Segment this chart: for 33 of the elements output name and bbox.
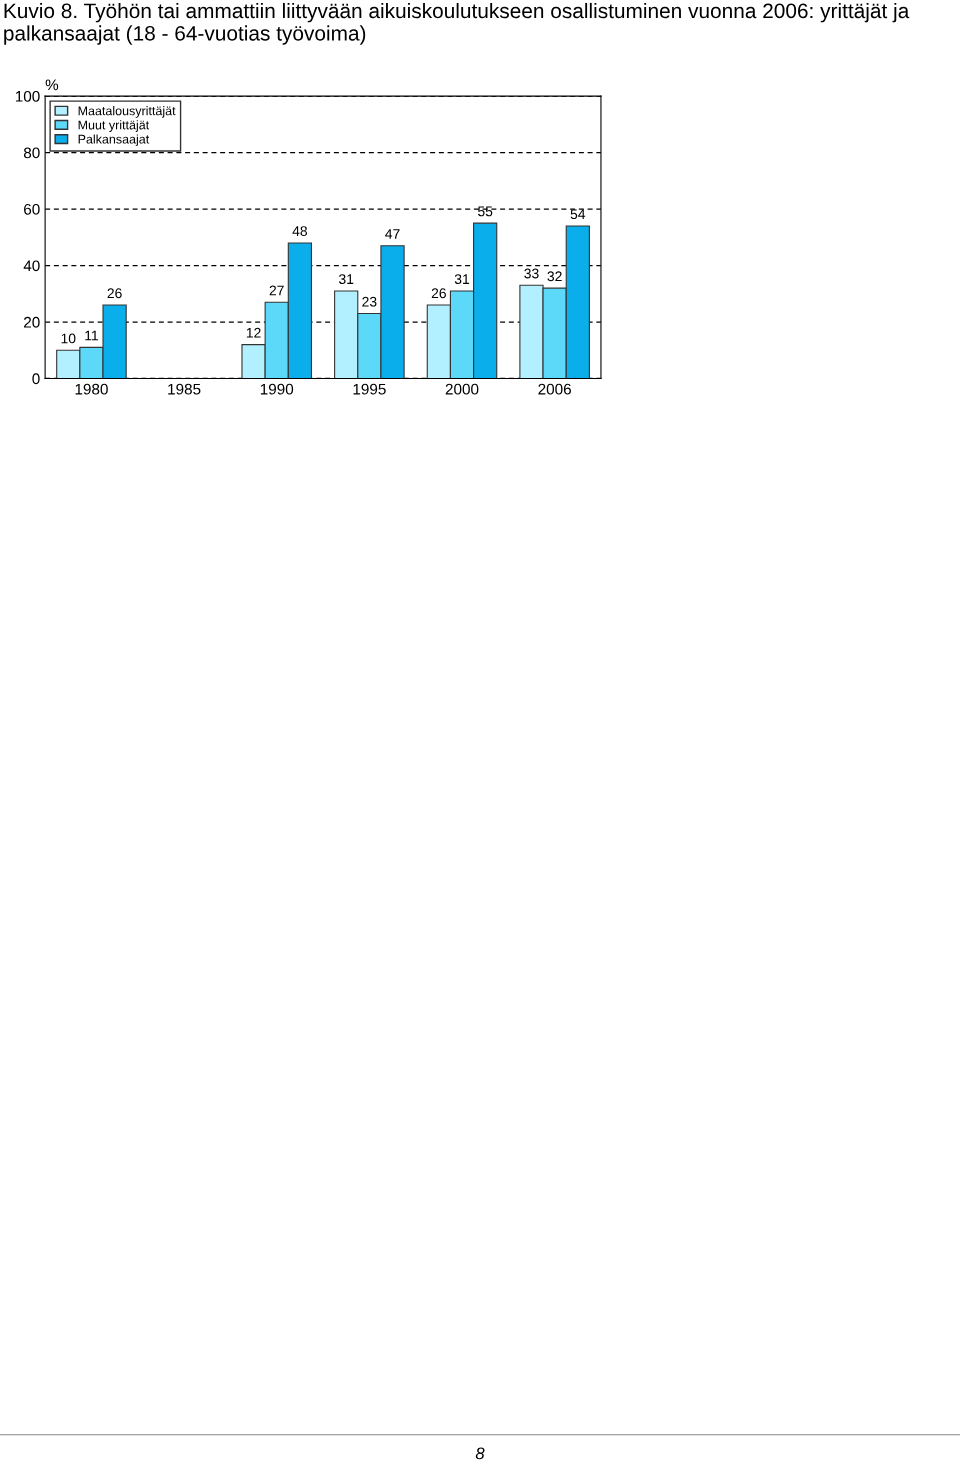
data-label: 32 xyxy=(547,271,562,282)
data-label: 47 xyxy=(385,229,400,239)
data-label: 11 xyxy=(85,330,98,341)
data-label: 12 xyxy=(246,327,261,338)
x-tick-label: 2000 xyxy=(445,383,479,395)
x-tick-label: 1980 xyxy=(75,383,108,395)
data-label: 55 xyxy=(477,206,493,217)
data-label: 31 xyxy=(339,274,354,285)
data-label: 54 xyxy=(570,209,586,220)
data-label: 31 xyxy=(454,274,470,285)
x-tick-label: 1990 xyxy=(260,383,294,395)
legend-label: Palkansaajat xyxy=(78,134,150,147)
data-label: 26 xyxy=(431,288,446,299)
x-tick-label: 1995 xyxy=(353,383,386,395)
x-tick-label: 2006 xyxy=(538,383,571,395)
data-label: 23 xyxy=(362,296,377,307)
chart-title: Kuvio 8. Työhön tai ammattiin liittyvään aikuiskoulutukseen osallistuminen vuonna 2006: yrittäjät ja palkansaajat (18 - 64-vuotias työvoima) xyxy=(4,2,910,45)
y-tick-label: 80 xyxy=(23,147,40,159)
data-label: 48 xyxy=(292,226,307,237)
legend-label: Muut yrittäjät xyxy=(78,120,150,132)
data-label: 26 xyxy=(107,288,122,299)
y-axis-title: % xyxy=(45,79,59,91)
y-tick-label: 20 xyxy=(24,316,40,328)
y-tick-label: 60 xyxy=(24,203,40,215)
data-label: 27 xyxy=(269,285,284,296)
text: 8 xyxy=(475,1447,485,1460)
x-tick-label: 1985 xyxy=(168,383,201,395)
y-tick-label: 100 xyxy=(15,90,40,102)
y-tick-label: 0 xyxy=(32,373,40,385)
y-tick-label: 40 xyxy=(23,260,40,272)
legend-label: Maatalousyrittäjät xyxy=(78,106,176,118)
data-label: 10 xyxy=(61,333,76,344)
data-label: 33 xyxy=(524,268,539,279)
